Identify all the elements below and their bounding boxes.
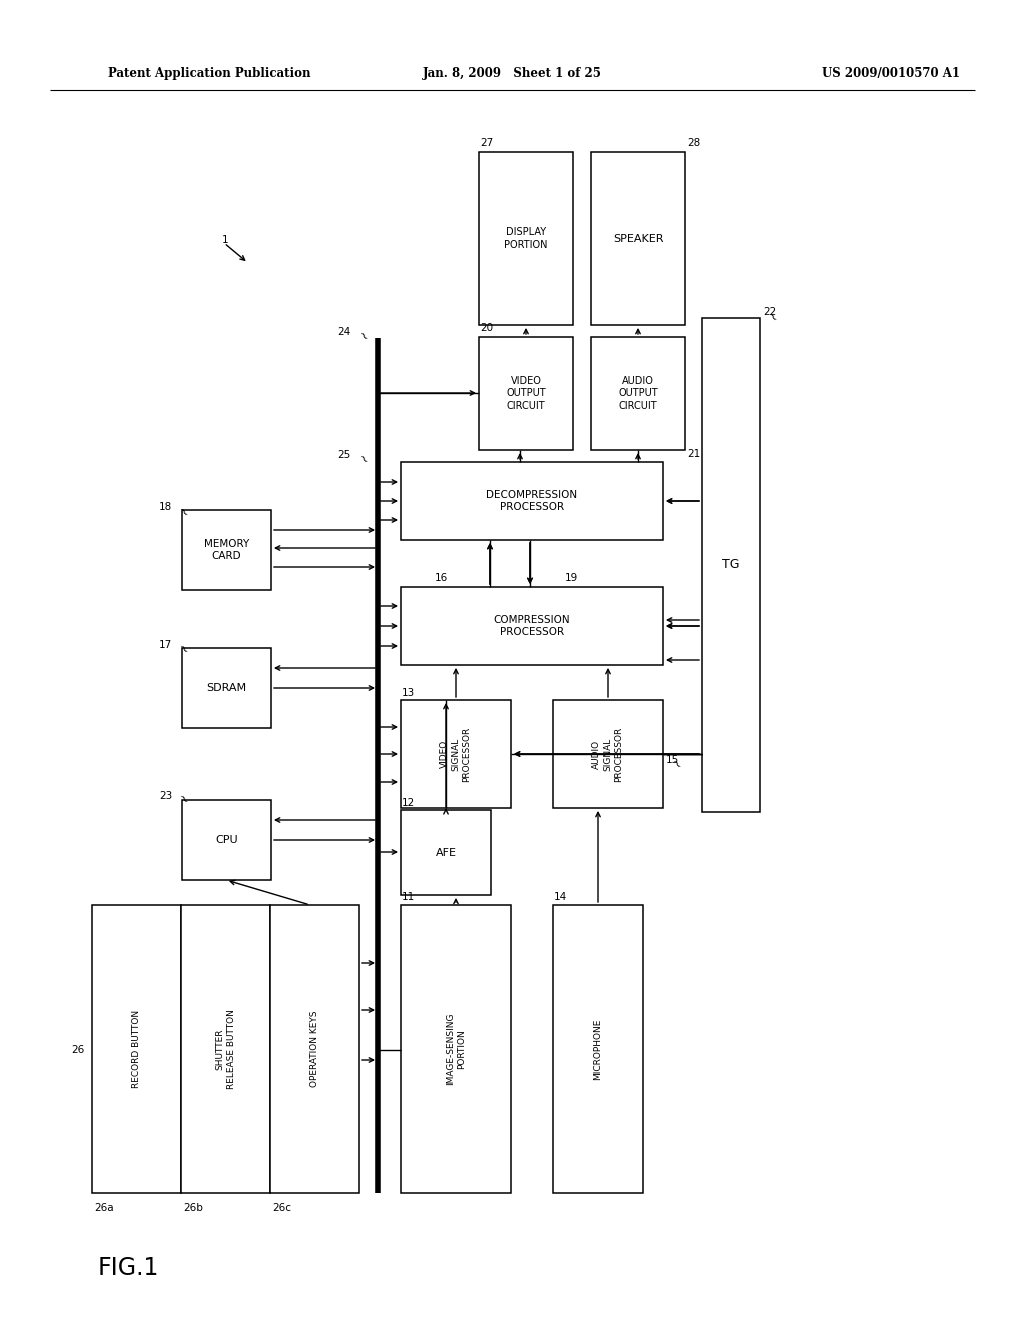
Bar <box>553 700 663 808</box>
Text: 27: 27 <box>480 139 494 148</box>
Text: MEMORY
CARD: MEMORY CARD <box>204 539 249 561</box>
Text: SPEAKER: SPEAKER <box>612 234 664 243</box>
Text: CPU: CPU <box>215 836 238 845</box>
Text: 25: 25 <box>337 450 350 459</box>
Bar <box>479 337 573 450</box>
Bar <box>401 462 663 540</box>
Text: Patent Application Publication: Patent Application Publication <box>108 66 310 79</box>
Text: ~: ~ <box>174 792 190 808</box>
Bar <box>181 906 270 1193</box>
Text: FIG.1: FIG.1 <box>98 1257 160 1280</box>
Text: 15: 15 <box>666 755 679 766</box>
Text: ~: ~ <box>354 451 371 469</box>
Text: 13: 13 <box>402 688 416 698</box>
Bar <box>182 510 271 590</box>
Bar <box>270 906 359 1193</box>
Text: VIDEO
SIGNAL
PROCESSOR: VIDEO SIGNAL PROCESSOR <box>440 726 472 781</box>
Text: 16: 16 <box>435 573 449 583</box>
Text: 26b: 26b <box>183 1203 203 1213</box>
Text: 14: 14 <box>554 892 567 902</box>
Bar <box>591 337 685 450</box>
Text: 11: 11 <box>402 892 416 902</box>
Text: ~: ~ <box>354 329 371 346</box>
Text: 20: 20 <box>480 323 494 333</box>
Text: 24: 24 <box>337 327 350 337</box>
Text: 26: 26 <box>71 1045 84 1055</box>
Text: DISPLAY
PORTION: DISPLAY PORTION <box>504 227 548 249</box>
Text: AUDIO
SIGNAL
PROCESSOR: AUDIO SIGNAL PROCESSOR <box>593 726 624 781</box>
Text: 26c: 26c <box>272 1203 291 1213</box>
Text: RECORD BUTTON: RECORD BUTTON <box>132 1010 141 1088</box>
Bar <box>401 810 490 895</box>
Text: 26a: 26a <box>94 1203 114 1213</box>
Text: TG: TG <box>722 558 739 572</box>
Text: IMAGE-SENSING
PORTION: IMAGE-SENSING PORTION <box>445 1012 466 1085</box>
Bar <box>182 648 271 729</box>
Text: COMPRESSION
PROCESSOR: COMPRESSION PROCESSOR <box>494 615 570 638</box>
Bar <box>182 800 271 880</box>
Bar <box>553 906 643 1193</box>
Text: ~: ~ <box>174 504 190 521</box>
Text: 22: 22 <box>763 308 776 317</box>
Text: DECOMPRESSION
PROCESSOR: DECOMPRESSION PROCESSOR <box>486 490 578 512</box>
Text: 17: 17 <box>159 640 172 649</box>
Text: AUDIO
OUTPUT
CIRCUIT: AUDIO OUTPUT CIRCUIT <box>618 376 657 411</box>
Text: MICROPHONE: MICROPHONE <box>594 1018 602 1080</box>
Text: 23: 23 <box>159 791 172 801</box>
Text: 18: 18 <box>159 502 172 512</box>
Text: 12: 12 <box>402 799 416 808</box>
Bar <box>591 152 685 325</box>
Bar <box>702 318 760 812</box>
Text: US 2009/0010570 A1: US 2009/0010570 A1 <box>822 66 961 79</box>
Text: ~: ~ <box>667 756 684 774</box>
Text: 19: 19 <box>565 573 579 583</box>
Text: 1: 1 <box>222 235 228 246</box>
Bar <box>92 906 181 1193</box>
Text: AFE: AFE <box>435 847 457 858</box>
Text: SDRAM: SDRAM <box>207 682 247 693</box>
Bar <box>479 152 573 325</box>
Text: ~: ~ <box>763 310 779 326</box>
Bar <box>401 906 511 1193</box>
Text: Jan. 8, 2009   Sheet 1 of 25: Jan. 8, 2009 Sheet 1 of 25 <box>423 66 601 79</box>
Text: ~: ~ <box>174 642 190 659</box>
Text: 21: 21 <box>687 449 700 459</box>
Text: VIDEO
OUTPUT
CIRCUIT: VIDEO OUTPUT CIRCUIT <box>506 376 546 411</box>
Text: OPERATION KEYS: OPERATION KEYS <box>310 1011 319 1088</box>
Text: SHUTTER
RELEASE BUTTON: SHUTTER RELEASE BUTTON <box>215 1008 236 1089</box>
Bar <box>401 700 511 808</box>
Bar <box>401 587 663 665</box>
Text: 28: 28 <box>687 139 700 148</box>
